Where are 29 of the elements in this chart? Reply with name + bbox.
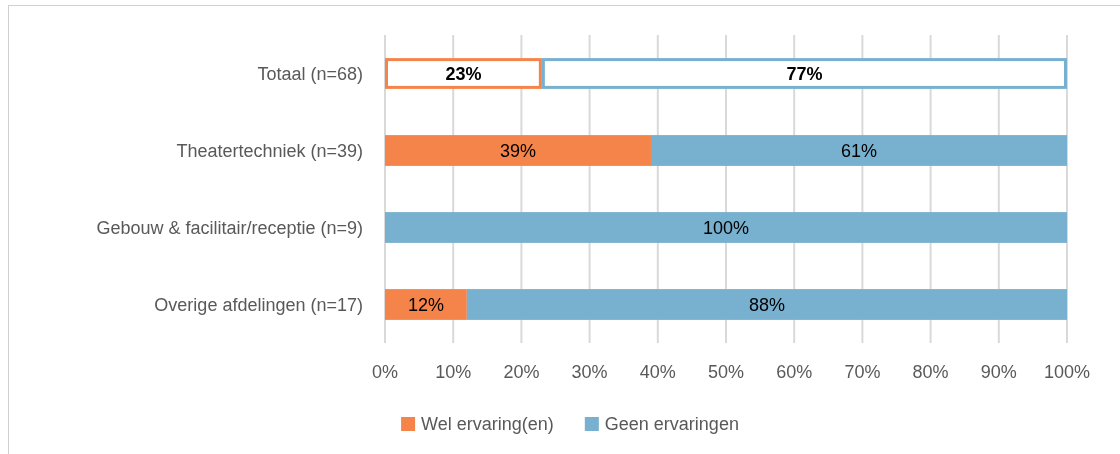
data-label: 39% — [499, 140, 537, 161]
x-tick-label: 90% — [980, 362, 1017, 383]
x-tick-label: 80% — [912, 362, 949, 383]
legend-label: Geen ervaringen — [604, 414, 739, 435]
x-tick-label: 60% — [776, 362, 813, 383]
y-tick-label: Totaal (n=68) — [257, 63, 363, 84]
x-tick-label: 100% — [1043, 362, 1091, 383]
data-label: 77% — [786, 63, 823, 84]
x-tick-label: 0% — [371, 362, 399, 383]
data-label: 23% — [445, 63, 482, 84]
x-tick-label: 40% — [639, 362, 676, 383]
data-label: 88% — [748, 294, 785, 315]
bar — [385, 289, 467, 320]
bar — [466, 289, 1067, 320]
legend-label: Wel ervaring(en) — [421, 414, 554, 435]
bar — [385, 212, 1067, 243]
data-label: 61% — [840, 140, 878, 161]
y-tick-label: Gebouw & facilitair/receptie (n=9) — [96, 217, 363, 238]
x-tick-label: 10% — [435, 362, 472, 383]
bar — [650, 135, 1067, 166]
data-label: 12% — [407, 294, 444, 315]
x-tick-label: 20% — [503, 362, 540, 383]
y-tick-label: Overige afdelingen (n=17) — [154, 294, 363, 315]
x-tick-label: 70% — [844, 362, 881, 383]
x-tick-label: 50% — [707, 362, 745, 383]
data-label: 100% — [702, 217, 750, 238]
x-tick-label: 30% — [571, 362, 608, 383]
bar — [385, 135, 651, 166]
y-tick-label: Theatertechniek (n=39) — [176, 140, 363, 161]
